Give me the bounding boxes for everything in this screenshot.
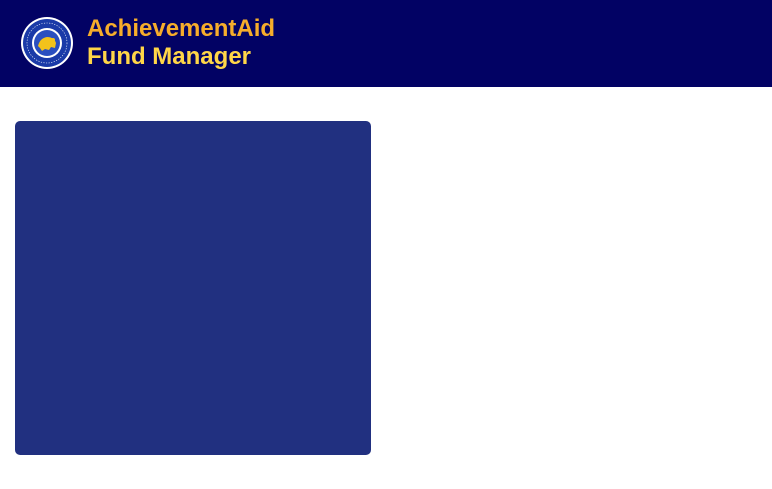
app-title: AchievementAid Fund Manager [87,15,275,71]
app-header: AchievementAid Fund Manager [0,0,772,87]
university-seal-icon[interactable] [20,16,74,70]
content-panel [15,121,371,455]
app-title-primary: AchievementAid [87,15,276,42]
university-seal-graphic [21,17,73,69]
app-title-secondary: Fund Manager [87,43,252,70]
